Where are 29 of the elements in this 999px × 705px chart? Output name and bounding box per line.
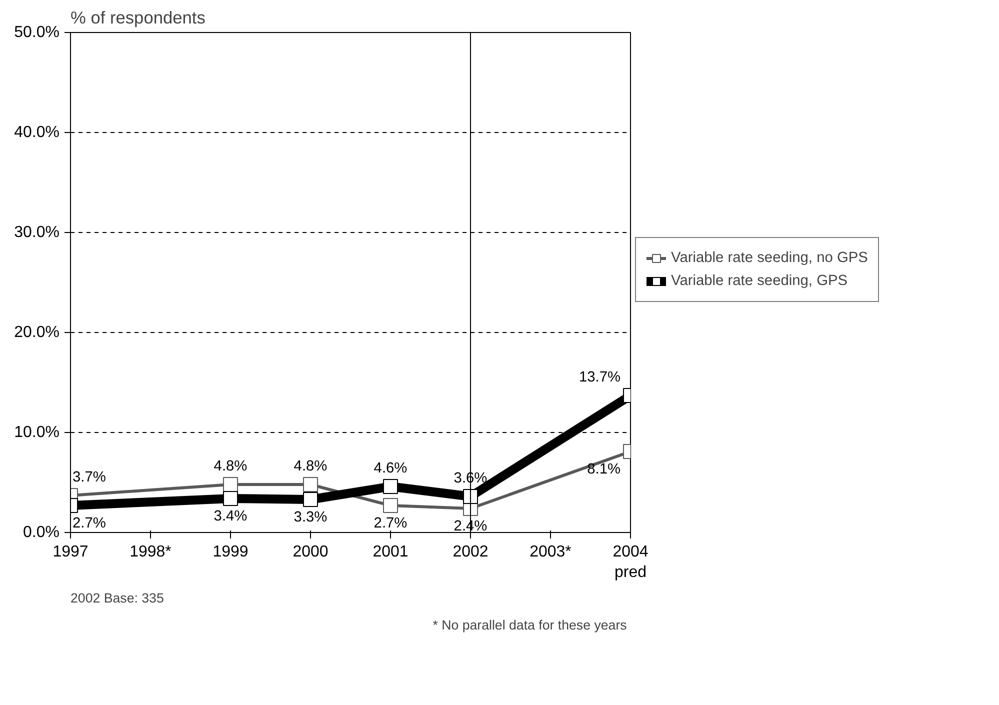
y-axis-title: % of respondents	[70, 8, 206, 28]
data-label: 4.8%	[214, 458, 248, 474]
y-tick-label: 50.0%	[14, 24, 60, 41]
y-tick-label: 20.0%	[14, 324, 60, 341]
data-label: 2.7%	[374, 516, 408, 532]
data-label: 4.6%	[374, 460, 408, 476]
x-tick-label: 1997	[52, 544, 88, 560]
y-tick-label: 30.0%	[14, 224, 60, 241]
data-label: 4.8%	[294, 458, 328, 474]
x-tick-label: 2002	[452, 544, 488, 560]
y-tick-label: 40.0%	[14, 124, 60, 141]
legend-label: Variable rate seeding, no GPS	[671, 250, 868, 266]
x-tick-label: 2000	[292, 544, 328, 560]
data-label: 8.1%	[587, 462, 620, 478]
data-label: 13.7%	[578, 370, 621, 386]
x-tick-label: 2003*	[530, 544, 572, 560]
x-tick-label: 1999	[212, 544, 248, 560]
text: * No parallel data for these years	[432, 618, 628, 632]
text: 2002 Base: 335	[70, 590, 164, 606]
y-tick-label: 0.0%	[23, 524, 60, 541]
data-label: 3.7%	[72, 470, 106, 486]
data-label: 3.4%	[214, 508, 248, 524]
x-tick-label: 2001	[372, 544, 408, 560]
y-tick-label: 10.0%	[14, 424, 60, 441]
data-label: 3.3%	[294, 510, 328, 526]
x-tick-label: 1998*	[130, 544, 172, 560]
data-label: 2.7%	[72, 516, 106, 532]
legend-label: Variable rate seeding, GPS	[671, 273, 848, 289]
x-tick-label: 2004 pred	[612, 544, 648, 581]
